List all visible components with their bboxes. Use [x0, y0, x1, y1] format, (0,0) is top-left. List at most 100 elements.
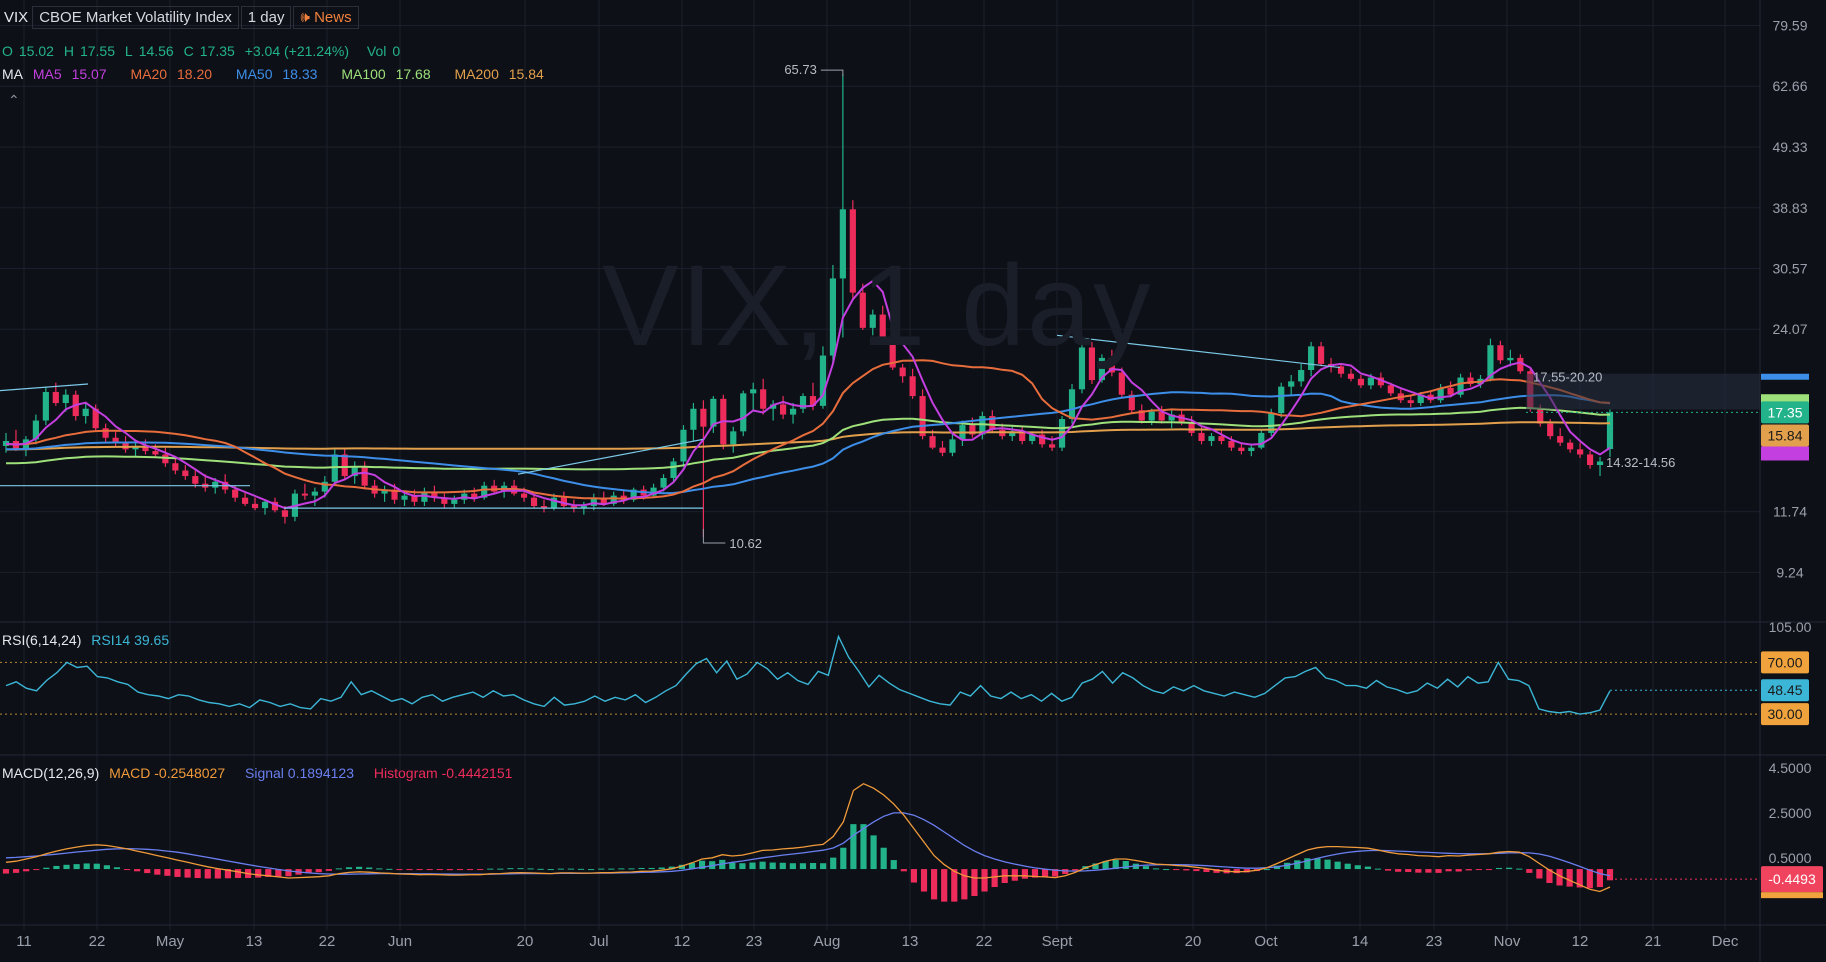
- ohlc-high-label: H: [63, 43, 74, 59]
- macd-histogram-bar: [880, 847, 887, 870]
- macd-histogram-bar: [931, 869, 938, 900]
- date-tick-label: 12: [1572, 933, 1589, 950]
- macd-histogram-bar: [618, 868, 625, 870]
- ma200-price-label: 15.84: [1767, 427, 1802, 443]
- rsi-line: [5, 634, 1611, 715]
- price-tick-label: 79.59: [1772, 18, 1807, 34]
- resistance-line: [1056, 334, 1341, 369]
- candle-body: [1188, 422, 1195, 433]
- ma200-legend: MA200 15.84: [454, 66, 544, 82]
- candle-body: [1347, 373, 1355, 379]
- macd-histogram-bar: [497, 868, 504, 870]
- candle-body: [1447, 387, 1454, 395]
- interval-button[interactable]: 1 day: [240, 5, 292, 29]
- macd-histogram-bar: [1294, 860, 1301, 870]
- macd-histogram-bar: [1102, 860, 1109, 870]
- date-tick-label: 20: [517, 933, 534, 950]
- candle-body: [152, 451, 159, 455]
- macd-legend[interactable]: MACD(12,26,9) MACD -0.2548027 Signal 0.1…: [2, 765, 518, 781]
- macd-histogram-bar: [1415, 869, 1422, 873]
- macd-histogram-bar: [436, 869, 443, 871]
- candle-body: [1048, 444, 1056, 448]
- candle-body: [1258, 432, 1265, 448]
- ma100-legend: MA100 17.68: [341, 66, 431, 82]
- ma5-price-tag: [1761, 446, 1809, 461]
- rsi-70-label: 70.00: [1767, 654, 1802, 670]
- candle-body: [1248, 447, 1255, 452]
- candle-body: [550, 497, 558, 509]
- candle-body: [580, 506, 587, 509]
- macd-histogram-bar: [507, 868, 514, 870]
- news-button[interactable]: 🕪 News: [293, 5, 359, 29]
- macd-histogram-bar: [799, 863, 807, 870]
- candle-body: [1088, 347, 1096, 381]
- ma20-legend: MA20 18.20: [130, 66, 213, 82]
- macd-histogram-bar: [577, 868, 585, 870]
- macd-histogram-bar: [184, 869, 191, 878]
- candle-body: [1238, 447, 1245, 452]
- macd-histogram-bar: [1516, 868, 1523, 870]
- candle-body: [1567, 442, 1574, 450]
- candle-body: [1317, 346, 1325, 364]
- macd-histogram-bar: [547, 869, 554, 871]
- candle-body: [1487, 345, 1494, 379]
- candle-body: [620, 495, 627, 500]
- candle-body: [1308, 346, 1315, 370]
- candle-body: [481, 485, 488, 498]
- trendline: [0, 383, 89, 392]
- macd-histogram-bar: [1374, 868, 1382, 870]
- macd-histogram-bar: [1163, 869, 1170, 871]
- macd-histogram-bar: [234, 869, 242, 879]
- candle-body: [1497, 345, 1504, 361]
- price-tick-label: 24.07: [1772, 321, 1807, 337]
- macd-histogram-bar: [315, 869, 322, 873]
- date-tick-label: 14: [1352, 933, 1369, 950]
- macd-histogram-bar: [1435, 869, 1442, 873]
- candle-body: [590, 497, 597, 507]
- candle-body: [520, 493, 528, 498]
- histogram-value: Histogram -0.4442151: [373, 765, 513, 781]
- macd-histogram-bar: [1031, 869, 1039, 878]
- macd-histogram-bar: [487, 868, 494, 870]
- candle-body: [849, 209, 856, 293]
- symbol-name[interactable]: CBOE Market Volatility Index: [32, 5, 239, 29]
- ohlc-high: 17.55: [79, 43, 115, 59]
- macd-histogram-bar: [1596, 869, 1604, 888]
- macd-histogram-bar: [1344, 863, 1351, 870]
- candle-body: [540, 506, 548, 509]
- macd-histogram-bar: [870, 835, 877, 870]
- macd-current-label: -0.4493: [1768, 871, 1816, 887]
- ma-legend[interactable]: MA MA5 15.07 MA20 18.20 MA50 18.33 MA100…: [2, 66, 556, 82]
- candle-body: [361, 466, 368, 486]
- macd-histogram-bar: [1021, 869, 1028, 879]
- candle-body: [172, 463, 179, 471]
- last-price-label-bg: [1761, 401, 1809, 424]
- macd-histogram-bar: [63, 864, 70, 870]
- macd-histogram-bar: [678, 864, 685, 870]
- candle-body: [869, 314, 876, 328]
- macd-histogram-bar: [1455, 869, 1462, 872]
- ohlc-vol: 0: [392, 43, 401, 59]
- rsi-current-label-bg: [1761, 679, 1809, 702]
- symbol-ticker[interactable]: VIX: [4, 8, 29, 26]
- macd-histogram-bar: [557, 868, 564, 870]
- macd-tick-label: 4.5000: [1769, 760, 1812, 776]
- rsi-legend[interactable]: RSI(6,14,24) RSI14 39.65: [2, 632, 175, 648]
- macd-histogram-bar: [1233, 869, 1240, 874]
- signal-value: Signal 0.1894123: [245, 765, 354, 781]
- range-annotation-top: 17.55-20.20: [1533, 370, 1602, 385]
- macd-histogram-bar: [1041, 869, 1049, 877]
- candle-body: [630, 489, 637, 500]
- macd-histogram-bar: [608, 868, 615, 870]
- candle-body: [411, 495, 418, 502]
- macd-histogram-bar: [426, 869, 433, 871]
- candle-body: [1457, 377, 1464, 395]
- candle-body: [2, 441, 10, 446]
- price-tick-label: 49.33: [1772, 139, 1807, 155]
- date-tick-label: 13: [246, 933, 263, 950]
- collapse-legend-icon[interactable]: ⌃: [8, 92, 20, 108]
- macd-line: [5, 782, 1611, 893]
- macd-histogram-bar: [830, 857, 837, 870]
- macd-histogram-bar: [1506, 867, 1513, 870]
